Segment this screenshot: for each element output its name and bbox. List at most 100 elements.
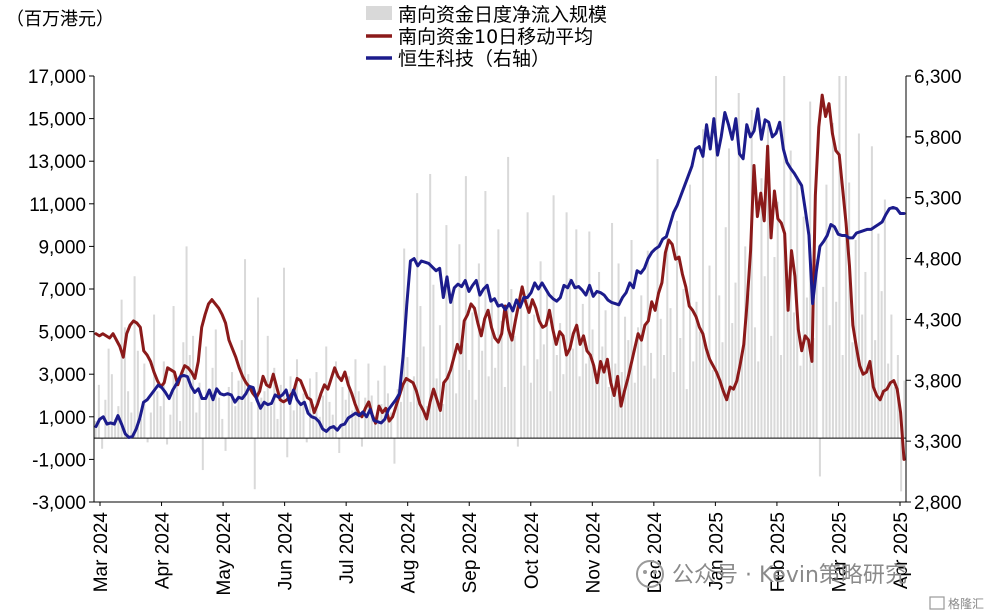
bar-136 xyxy=(536,359,539,439)
bar-199 xyxy=(740,350,743,439)
bar-124 xyxy=(497,229,500,439)
wechat-icon-eye-right xyxy=(653,570,657,574)
bar-10 xyxy=(127,391,130,439)
bar-43 xyxy=(234,406,237,439)
bar-219 xyxy=(805,297,808,439)
bar-157 xyxy=(604,310,607,439)
x-tick-label-6: Sep 2024 xyxy=(460,512,481,594)
bar-48 xyxy=(250,401,253,439)
bar-93 xyxy=(396,389,399,439)
bar-69 xyxy=(318,416,321,439)
bar-65 xyxy=(305,438,308,443)
bar-102 xyxy=(425,406,428,439)
bar-74 xyxy=(334,361,337,439)
left-tick-label-0: 17,000 xyxy=(28,67,86,88)
bar-121 xyxy=(487,376,490,439)
bar-67 xyxy=(312,404,315,439)
bar-233 xyxy=(851,342,854,439)
bar-76 xyxy=(341,386,344,439)
bar-5 xyxy=(110,374,113,439)
bar-146 xyxy=(568,278,571,439)
left-tick-label-9: -1,000 xyxy=(32,450,86,471)
bar-114 xyxy=(464,176,467,439)
bar-1 xyxy=(97,384,100,439)
bar-142 xyxy=(555,355,558,439)
bar-175 xyxy=(663,355,666,439)
bar-106 xyxy=(438,325,441,439)
bar-38 xyxy=(218,397,221,439)
bar-248 xyxy=(900,438,903,492)
bar-19 xyxy=(156,391,159,439)
wechat-icon xyxy=(636,560,664,588)
hstech-line xyxy=(94,107,906,439)
bar-167 xyxy=(637,327,640,439)
bar-92 xyxy=(393,438,396,464)
bar-212 xyxy=(783,76,786,439)
bar-126 xyxy=(503,386,506,439)
bar-83 xyxy=(364,397,367,439)
bar-242 xyxy=(880,291,883,439)
bar-52 xyxy=(263,391,266,439)
bar-104 xyxy=(432,284,435,439)
bar-244 xyxy=(887,363,890,439)
bar-185 xyxy=(695,301,698,439)
bar-174 xyxy=(659,318,662,439)
bar-161 xyxy=(617,263,620,439)
bar-222 xyxy=(815,259,818,439)
bar-60 xyxy=(289,376,292,439)
bar-230 xyxy=(841,355,844,439)
ma-line xyxy=(94,93,906,461)
bar-217 xyxy=(799,365,802,439)
bar-21 xyxy=(162,361,165,439)
bar-211 xyxy=(779,355,782,439)
bar-101 xyxy=(422,346,425,439)
bar-221 xyxy=(812,337,815,439)
bar-224 xyxy=(822,286,825,439)
bar-227 xyxy=(831,122,834,439)
bar-181 xyxy=(682,289,685,439)
bar-159 xyxy=(611,222,614,439)
bar-116 xyxy=(471,312,474,439)
right-tick-label-1: 5,800 xyxy=(914,128,962,149)
bar-series xyxy=(94,76,906,492)
bar-112 xyxy=(458,244,461,439)
right-tick-label-2: 5,300 xyxy=(914,189,962,210)
bar-160 xyxy=(614,363,617,439)
bar-57 xyxy=(279,384,282,439)
bar-78 xyxy=(347,376,350,439)
bar-20 xyxy=(159,406,162,439)
bar-117 xyxy=(474,399,477,439)
right-tick-label-5: 3,800 xyxy=(914,371,962,392)
bar-122 xyxy=(490,301,493,439)
bar-223 xyxy=(818,438,821,477)
bar-133 xyxy=(526,212,529,439)
bar-79 xyxy=(351,410,354,439)
bar-50 xyxy=(257,297,260,439)
bar-118 xyxy=(477,263,480,439)
bar-119 xyxy=(481,350,484,439)
bar-231 xyxy=(844,76,847,439)
left-tick-label-6: 5,000 xyxy=(38,323,86,344)
wechat-icon-eye-left xyxy=(643,570,647,574)
right-tick-label-3: 4,800 xyxy=(914,250,962,271)
bar-111 xyxy=(455,393,458,439)
bar-147 xyxy=(572,348,575,439)
bar-226 xyxy=(828,325,831,439)
right-tick-label-6: 3,300 xyxy=(914,432,962,453)
bar-225 xyxy=(825,184,828,439)
bar-31 xyxy=(195,412,198,439)
left-tick-label-4: 9,000 xyxy=(38,237,86,258)
bar-113 xyxy=(461,344,464,439)
bar-131 xyxy=(520,308,523,439)
bar-63 xyxy=(299,406,302,439)
bar-151 xyxy=(585,363,588,439)
bar-77 xyxy=(344,399,347,439)
left-tick-label-3: 11,000 xyxy=(29,195,86,216)
bar-61 xyxy=(292,410,295,439)
right-tick-label-0: 6,300 xyxy=(914,67,962,88)
bar-64 xyxy=(302,393,305,439)
bar-145 xyxy=(565,212,568,439)
bar-91 xyxy=(390,412,393,439)
bar-135 xyxy=(533,314,536,439)
